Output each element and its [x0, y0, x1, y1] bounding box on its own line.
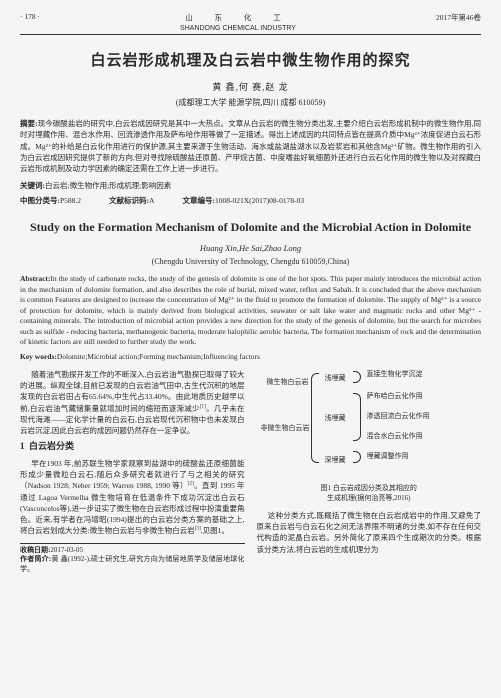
right-column: 微生物白云岩 非微生物白云岩 浅埋藏 浅埋藏 深埋藏 直接生物化学沉淀 萨布哈白…	[257, 369, 482, 575]
abstract-cn-label: 摘要:	[20, 119, 38, 128]
left-column: 随着油气勘探开发工作的不断深入,白云岩油气勘探已取得了较大的进展。纵观全球,目前…	[20, 369, 245, 575]
abstract-chinese: 摘要:现今碳酸盐岩的研究中,白云岩成因研究是其中一大热点。文章从白云岩的微生物分…	[20, 118, 481, 174]
section-heading: 1 白云岩分类	[20, 440, 245, 454]
article-footer: 收稿日期:2017-03-05 作者简介:黄 鑫(1992-),硕士研究生,研究…	[20, 543, 245, 575]
issue-info: 2017年第46卷	[436, 12, 481, 32]
page-header: · 178 · 山 东 化 工 SHANDONG CHEMICAL INDUST…	[20, 12, 481, 35]
figure-caption: 图1 白云岩成因分类及其相应的 生成机理(据何治亮等,2016)	[257, 483, 482, 504]
page-number: · 178 ·	[20, 12, 40, 32]
keywords-english: Key words:Dolomite;Microbial action;Form…	[20, 352, 481, 361]
classification-diagram: 微生物白云岩 非微生物白云岩 浅埋藏 浅埋藏 深埋藏 直接生物化学沉淀 萨布哈白…	[257, 369, 482, 479]
abstract-english: Abstract:In the study of carbonate rocks…	[20, 274, 481, 348]
affiliation-chinese: (成都理工大学 能源学院,四川 成都 610059)	[20, 97, 481, 108]
title-english: Study on the Formation Mechanism of Dolo…	[20, 220, 481, 235]
authors-english: Huang Xin,He Sai,Zhao Long	[20, 243, 481, 253]
affiliation-english: (Chengdu University of Technology, Cheng…	[20, 257, 481, 266]
body-columns: 随着油气勘探开发工作的不断深入,白云岩油气勘探已取得了较大的进展。纵观全球,目前…	[20, 369, 481, 575]
title-chinese: 白云岩形成机理及白云岩中微生物作用的探究	[20, 49, 481, 70]
journal-title: 山 东 化 工 SHANDONG CHEMICAL INDUSTRY	[40, 12, 436, 32]
body-paragraph: 这种分类方式,既概括了微生物在白云岩成岩中的作用,又避免了原来白云岩与白云石化之…	[257, 510, 482, 555]
body-paragraph: 随着油气勘探开发工作的不断深入,白云岩油气勘探已取得了较大的进展。纵观全球,目前…	[20, 369, 245, 437]
classification-row: 中图分类号:P588.2 文献标识码:A 文章编号:1008-021X(2017…	[20, 195, 481, 206]
keywords-chinese: 关键词:白云岩;微生物作用;形成机理;影响因素	[20, 180, 481, 191]
body-paragraph: 早在1903 年,前苏联生物学家观察到盐湖中的硫酸盐还原细菌能形成少量微粒白云石…	[20, 458, 245, 537]
authors-chinese: 黄 鑫,何 赛,赵 龙	[20, 80, 481, 93]
